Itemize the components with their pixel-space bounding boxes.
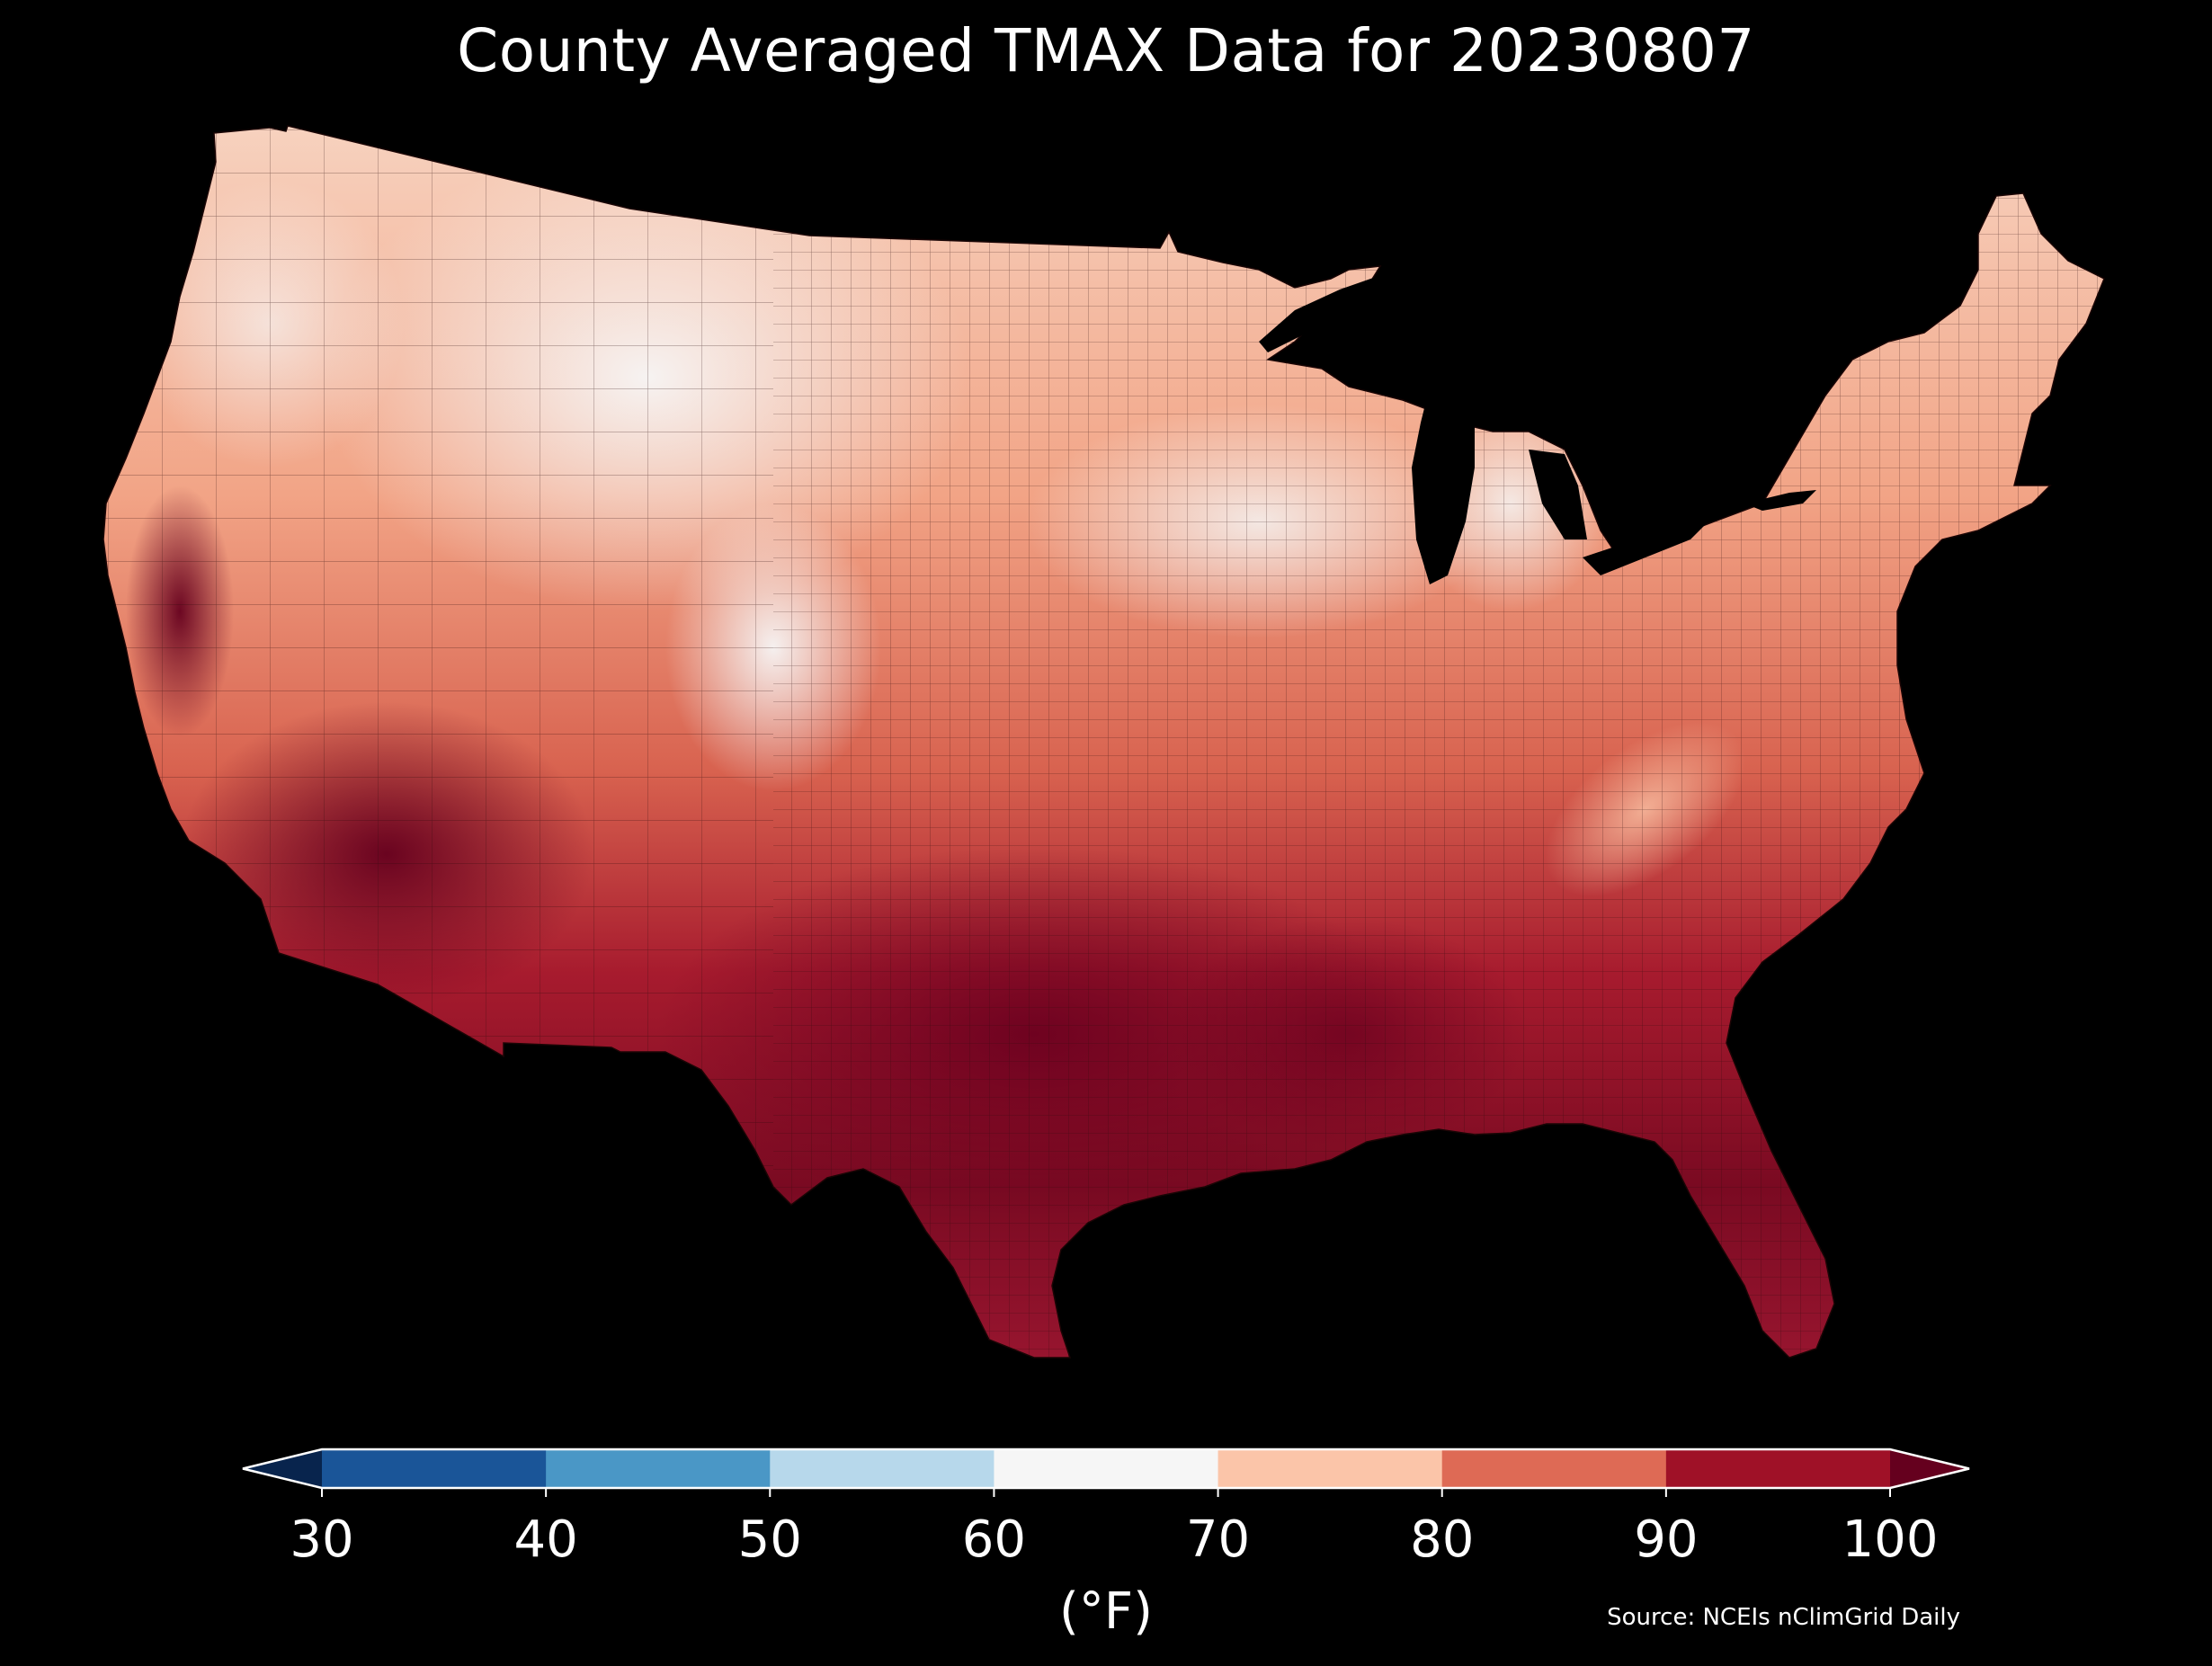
colorbar-tick-label: 30 xyxy=(290,1510,354,1569)
colorbar-bin xyxy=(770,1449,995,1488)
colorbar-bin xyxy=(994,1449,1219,1488)
colorbar-tick-label: 100 xyxy=(1842,1510,1939,1569)
colorbar-extend-high xyxy=(1890,1449,1969,1488)
colorbar-bin xyxy=(1441,1449,1667,1488)
colorbar-bin xyxy=(1665,1449,1891,1488)
colorbar-tick-label: 40 xyxy=(513,1510,578,1569)
us-county-map xyxy=(103,125,2105,1359)
map-title: County Averaged TMAX Data for 20230807 xyxy=(457,16,1755,85)
colorbar-units-label: (°F) xyxy=(1059,1582,1153,1641)
colorbar-tick-label: 90 xyxy=(1634,1510,1699,1569)
source-credit: Source: NCEIs nClimGrid Daily xyxy=(1607,1604,1960,1631)
colorbar-tick-label: 50 xyxy=(737,1510,802,1569)
colorbar-tick-label: 70 xyxy=(1185,1510,1251,1569)
great-lakes xyxy=(1259,277,1816,584)
colorbar-bin xyxy=(1217,1449,1443,1488)
colorbar-bins xyxy=(242,1448,1970,1497)
colorbar-extend-low xyxy=(243,1449,322,1488)
colorbar-tick-label: 60 xyxy=(961,1510,1027,1569)
colorbar-tick-label: 80 xyxy=(1410,1510,1475,1569)
colorbar-bin xyxy=(322,1449,547,1488)
colorbar-bin xyxy=(546,1449,771,1488)
